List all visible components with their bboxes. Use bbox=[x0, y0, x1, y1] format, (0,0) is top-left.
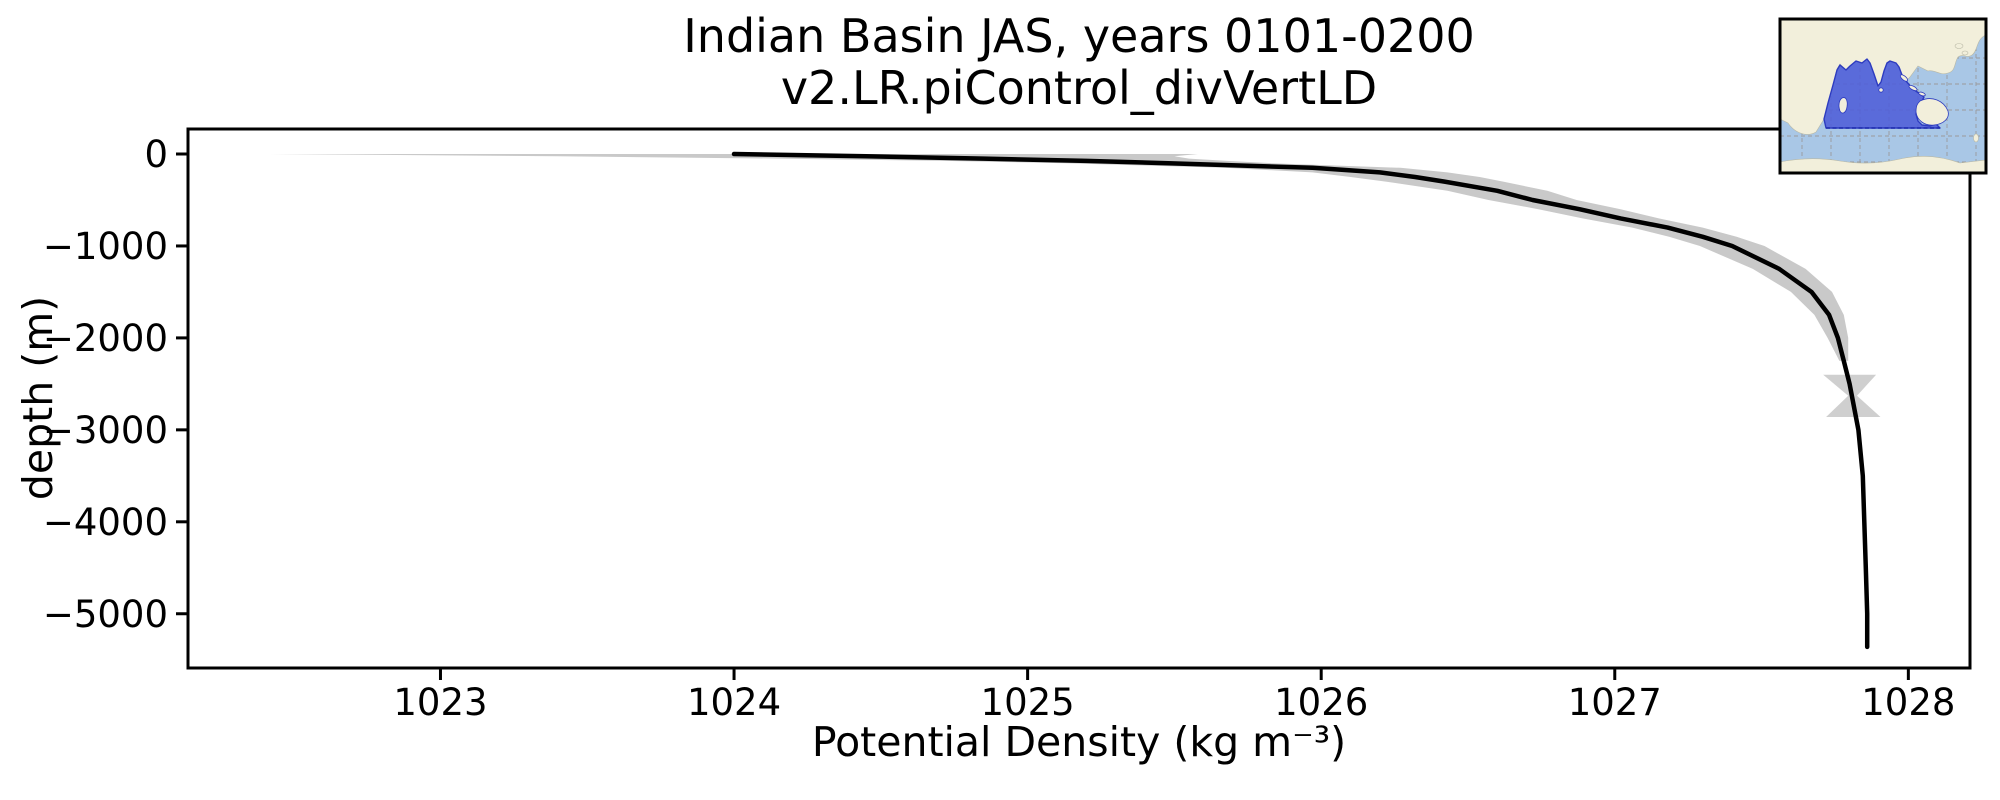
y-tick-label: −3000 bbox=[43, 409, 168, 452]
plot-border bbox=[186, 127, 1972, 670]
map-islands bbox=[1838, 74, 1949, 126]
x-tick-label: 1025 bbox=[981, 681, 1075, 724]
axis-layer bbox=[186, 127, 1972, 670]
std-band bbox=[270, 154, 1849, 361]
y-tick-label: −2000 bbox=[43, 317, 168, 360]
x-tick-label: 1026 bbox=[1274, 681, 1368, 724]
density-profile-line bbox=[731, 151, 1870, 650]
x-tick-label: 1024 bbox=[687, 681, 781, 724]
y-tick-label: −1000 bbox=[43, 225, 168, 268]
map-land-java bbox=[1908, 84, 1918, 92]
map-land-japan bbox=[1954, 43, 1964, 49]
map-land-srilanka bbox=[1878, 87, 1884, 93]
map-land-sumatra bbox=[1899, 74, 1909, 82]
x-axis-label: Potential Density (kg m⁻³) bbox=[812, 718, 1346, 766]
x-tick-label: 1027 bbox=[1568, 681, 1662, 724]
map-land-nz bbox=[1973, 133, 1979, 143]
inset-map bbox=[1778, 17, 1988, 175]
map-land-antarctica bbox=[1779, 155, 1987, 174]
map-land-japan2 bbox=[1961, 50, 1969, 56]
map-land-madagascar bbox=[1838, 97, 1848, 114]
density-curve-layer bbox=[731, 151, 1870, 650]
x-tick-label: 1028 bbox=[1861, 681, 1955, 724]
x-tick-label: 1023 bbox=[393, 681, 487, 724]
y-tick-label: 0 bbox=[144, 133, 168, 176]
map-land-timor bbox=[1918, 91, 1926, 97]
y-tick-label: −5000 bbox=[43, 593, 168, 636]
std-band-layer bbox=[270, 154, 1881, 417]
tick-layer: 1023 1024 1025 1026 1027 1028 0 −1000 −2000 −3000… bbox=[43, 133, 1956, 724]
y-axis-label: depth (m) bbox=[14, 296, 62, 500]
chart-title-line1: Indian Basin JAS, years 0101-0200 bbox=[683, 9, 1475, 63]
map-border bbox=[1778, 17, 1988, 175]
map-land-australia bbox=[1915, 98, 1949, 126]
chart-title-line2: v2.LR.piControl_divVertLD bbox=[781, 61, 1377, 115]
y-tick-label: −4000 bbox=[43, 501, 168, 544]
map-basin-highlight bbox=[1823, 58, 1941, 129]
